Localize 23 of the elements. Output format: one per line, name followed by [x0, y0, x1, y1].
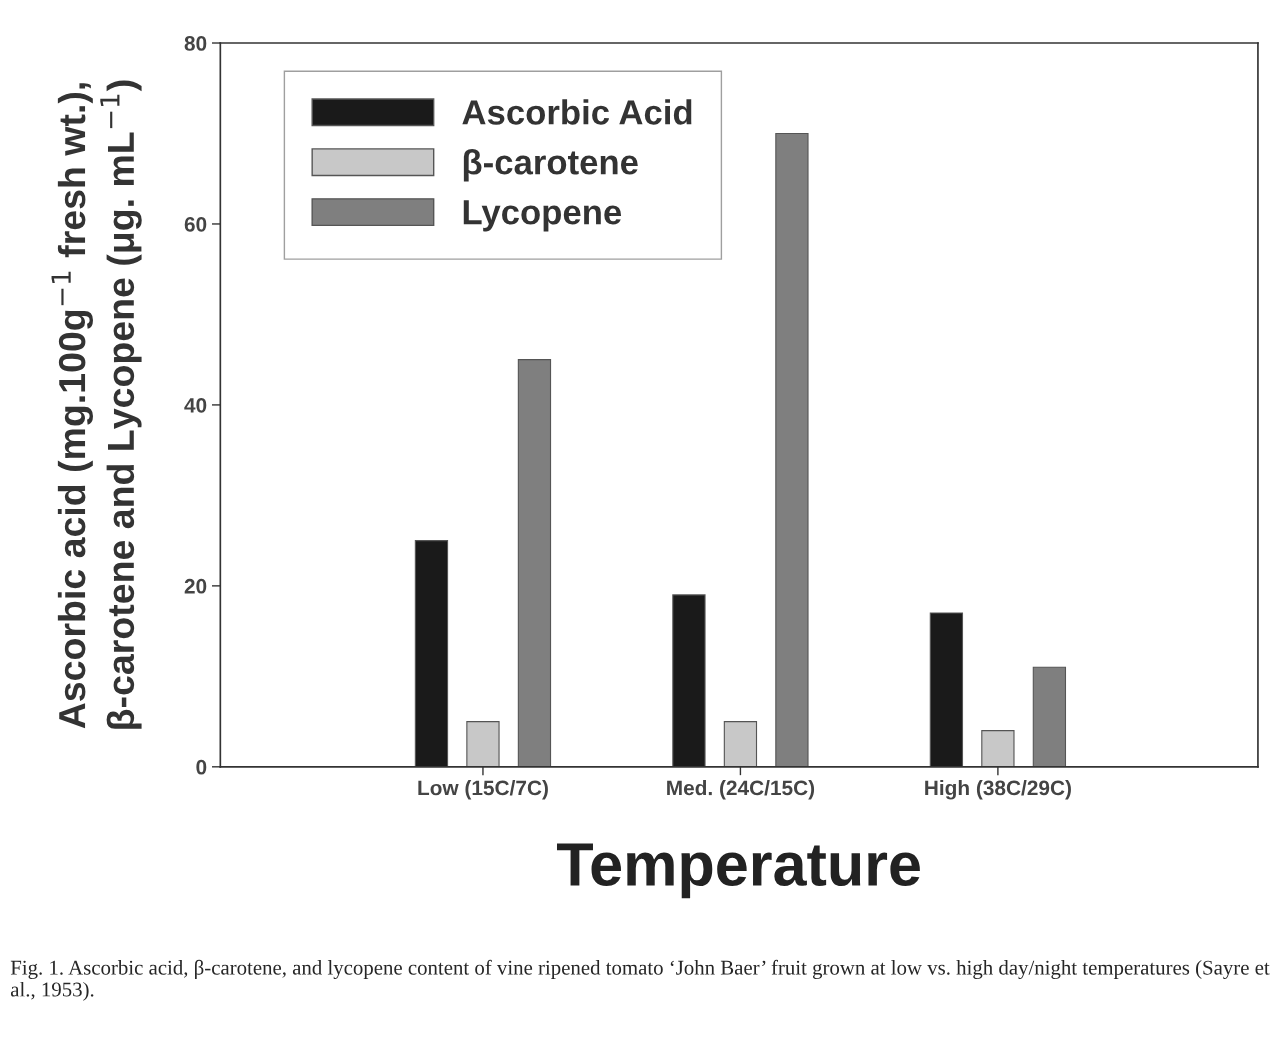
legend-label: Ascorbic Acid — [462, 99, 692, 125]
x-tick-label: Low (15C/7C) — [418, 780, 548, 800]
bar — [517, 359, 552, 767]
legend-label: Lycopene — [463, 200, 622, 232]
bar — [723, 721, 758, 767]
bar — [929, 612, 964, 767]
y-tick-label: 0 — [196, 759, 207, 775]
bar — [981, 730, 1015, 767]
bar — [414, 540, 449, 767]
bar — [466, 721, 500, 767]
caption: Fig. 1. Ascorbic acid, β-carotene, and lycopene content of vine ripened tomato ‘John Baer’ fruit grown at low vs. high day/night temperatures (Sayre et al., 1953). — [10, 959, 1270, 1001]
bar — [1032, 666, 1067, 767]
legend-label: β-carotene — [463, 149, 638, 182]
y-tick-label: 20 — [184, 578, 207, 594]
y-tick-label: 80 — [184, 36, 207, 51]
y-tick-label: 40 — [184, 397, 207, 413]
x-tick-label: High (38C/29C) — [925, 780, 1071, 800]
x-axis-title: Temperature — [556, 843, 920, 899]
x-tick-label: Med. (24C/15C) — [667, 780, 815, 800]
y-axis-title: Ascorbic acid (mg.100g$^{−1}$ fresh wt.), β-carotene and Lycopene (μg. mL$^{−1}$) — [51, 80, 142, 729]
y-tick-label: 60 — [184, 216, 207, 232]
bar — [775, 132, 809, 767]
bar — [672, 594, 706, 767]
